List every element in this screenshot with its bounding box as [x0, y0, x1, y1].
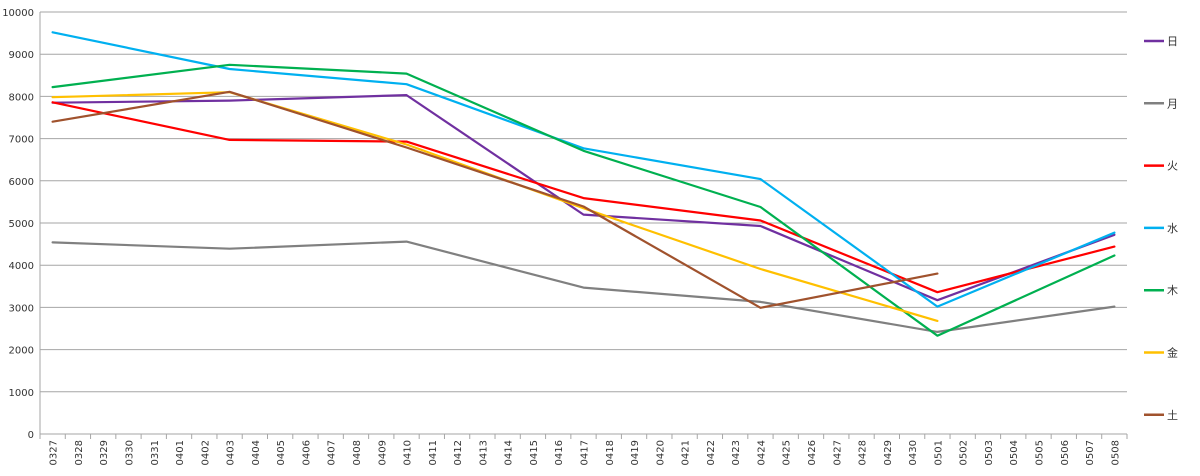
x-tick-label: 0328: [74, 440, 85, 465]
x-tick-label: 0424: [756, 440, 767, 465]
x-tick-label: 0418: [605, 440, 616, 465]
legend-label: 木: [1167, 284, 1178, 297]
x-tick-label: 0506: [1060, 440, 1071, 465]
x-tick-label: 0331: [150, 440, 161, 465]
legend-label: 土: [1167, 409, 1178, 422]
x-tick-label: 0420: [655, 440, 666, 465]
x-tick-label: 0503: [984, 440, 995, 465]
x-tick-label: 0429: [883, 440, 894, 465]
x-tick-label: 0327: [49, 440, 60, 465]
legend-label: 月: [1167, 97, 1178, 110]
x-tick-label: 0330: [124, 440, 135, 465]
x-tick-label: 0419: [630, 440, 641, 465]
x-tick-label: 0401: [175, 440, 186, 465]
x-tick-label: 0406: [301, 440, 312, 465]
legend-label: 金: [1167, 346, 1178, 360]
x-tick-label: 0427: [832, 440, 843, 465]
legend-item: 水: [1144, 222, 1178, 235]
x-tick-label: 0329: [99, 440, 110, 465]
x-tick-label: 0428: [858, 440, 869, 465]
x-tick-label: 0422: [706, 440, 717, 465]
x-tick-label: 0416: [554, 440, 565, 465]
x-tick-label: 0417: [580, 440, 591, 465]
series-line-0: [51, 93, 1116, 302]
legend-item: 火: [1144, 160, 1178, 173]
series-line-3: [51, 31, 1116, 308]
legend-label: 火: [1167, 160, 1178, 173]
x-tick-label: 0415: [529, 440, 540, 465]
series-line-1: [51, 240, 1116, 333]
x-tick-label: 0508: [1110, 440, 1121, 465]
x-tick-label: 0411: [428, 440, 439, 465]
y-tick-label: 5000: [9, 219, 34, 230]
x-tick-label: 0409: [377, 440, 388, 465]
y-tick-label: 0: [28, 430, 34, 441]
x-tick-label: 0410: [403, 440, 414, 465]
x-tick-label: 0502: [959, 440, 970, 465]
legend-label: 日: [1167, 35, 1178, 48]
x-tick-label: 0501: [933, 440, 944, 465]
x-tick-label: 0405: [276, 440, 287, 465]
legend-label: 水: [1167, 222, 1178, 235]
x-tick-label: 0505: [1035, 440, 1046, 465]
x-tick-label: 0421: [681, 440, 692, 465]
x-tick-label: 0504: [1009, 440, 1020, 465]
x-tick-label: 0425: [782, 440, 793, 465]
legend-item: 金: [1144, 346, 1178, 360]
x-tick-label: 0404: [251, 440, 262, 465]
y-tick-label: 2000: [9, 346, 34, 357]
legend-item: 土: [1144, 409, 1178, 422]
x-tick-label: 0412: [453, 440, 464, 465]
x-tick-label: 0413: [478, 440, 489, 465]
y-tick-label: 8000: [9, 92, 34, 103]
x-tick-label: 0507: [1085, 440, 1096, 465]
x-tick-label: 0423: [731, 440, 742, 465]
legend-item: 月: [1144, 97, 1178, 110]
y-tick-label: 1000: [9, 388, 34, 399]
x-tick-label: 0402: [200, 440, 211, 465]
y-tick-label: 9000: [9, 50, 34, 61]
legend-item: 日: [1144, 35, 1178, 48]
x-tick-label: 0403: [226, 440, 237, 465]
series-line-4: [51, 63, 1116, 337]
x-axis: 0327 0328 0329 0330 0331 0401 0402 0403 0404 0405…: [39, 433, 1128, 465]
x-tick-label: 0426: [807, 440, 818, 465]
x-tick-label: 0407: [327, 440, 338, 465]
legend-item: 木: [1144, 284, 1178, 297]
y-tick-label: 10000: [2, 8, 34, 19]
x-tick-label: 0408: [352, 440, 363, 465]
series-layer: [51, 31, 1116, 337]
y-tick-label: 7000: [9, 135, 34, 146]
y-axis: 0 1000 2000 3000 4000 5000 6000 7000 8000 9000 100…: [2, 8, 41, 441]
series-line-2: [51, 101, 1116, 294]
x-tick-label: 0414: [504, 440, 515, 465]
y-tick-label: 4000: [9, 261, 34, 272]
series-line-6: [51, 90, 939, 309]
y-tick-label: 3000: [9, 303, 34, 314]
x-tick-label: 0430: [908, 440, 919, 465]
y-tick-label: 6000: [9, 177, 34, 188]
